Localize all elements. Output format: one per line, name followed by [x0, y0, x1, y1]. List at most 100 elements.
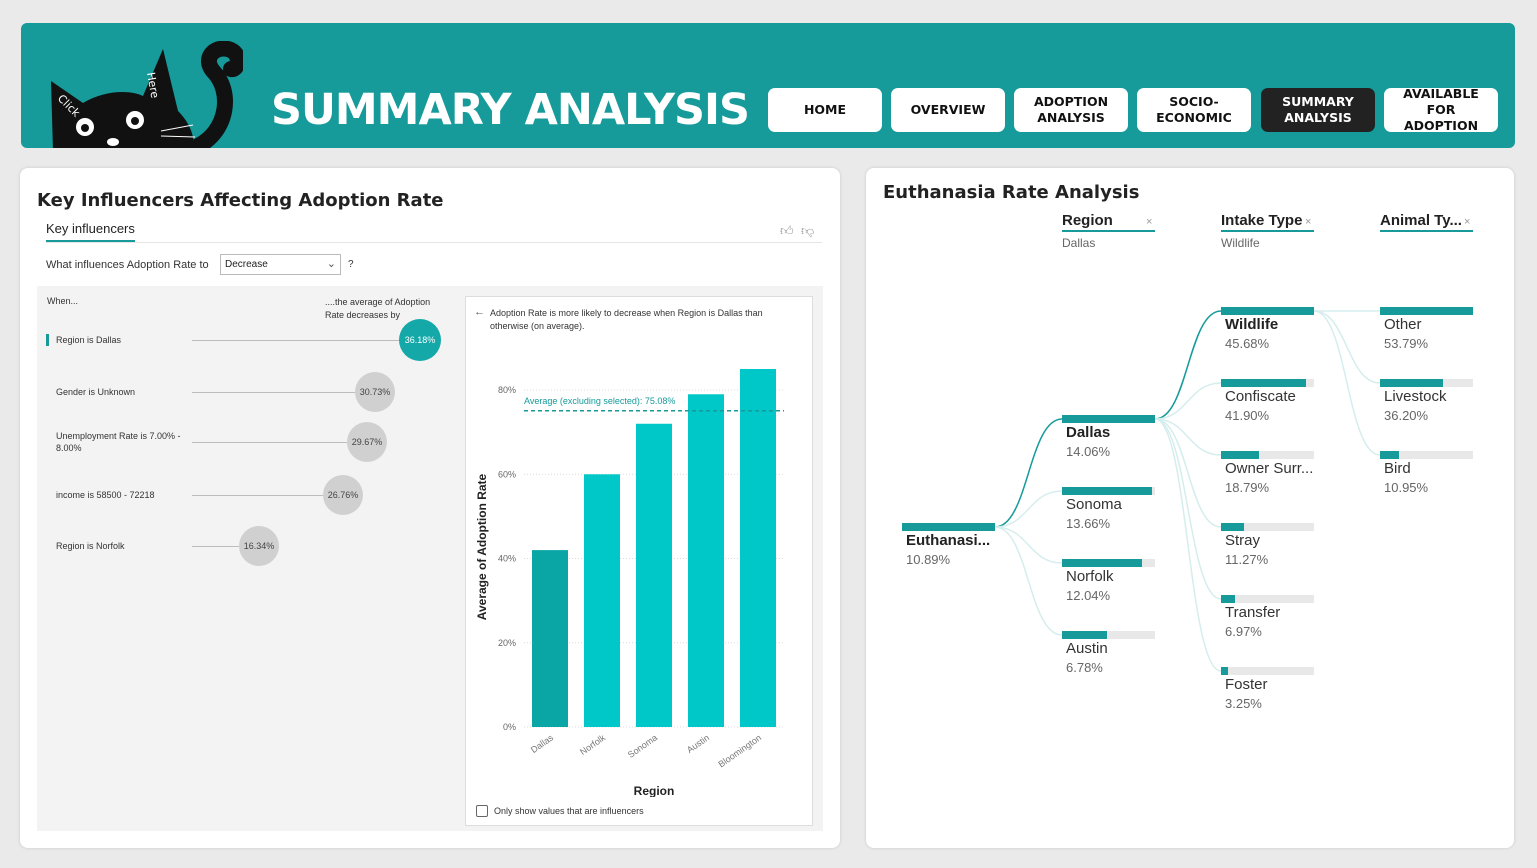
node-bar-fill — [1062, 487, 1153, 495]
node-label: Dallas — [1066, 424, 1111, 441]
node-value: 12.04% — [1066, 588, 1111, 603]
nav-button-overview[interactable]: OVERVIEW — [891, 88, 1005, 132]
cat-logo-icon[interactable]: Click Here — [43, 41, 243, 148]
tree-node[interactable]: Livestock 36.20% — [1380, 379, 1475, 429]
node-bar-fill — [1221, 667, 1228, 675]
node-bar-track — [1380, 307, 1473, 315]
nav-button-available-for-adoption[interactable]: AVAILABLE FOR ADOPTION — [1384, 86, 1498, 133]
influencer-value-bubble[interactable]: 29.67% — [347, 422, 387, 462]
node-bar-track — [1221, 379, 1314, 387]
node-bar-track — [1380, 451, 1473, 459]
influencer-label: Gender is Unknown — [56, 387, 136, 397]
node-bar-track — [1221, 667, 1314, 675]
adoption-rate-bar-chart: 0% 20% 40% 60% 80% Dallas Norfolk Sonoma Austin B… — [475, 369, 784, 797]
nav-button-adoption-analysis[interactable]: ADOPTION ANALYSIS — [1014, 88, 1128, 132]
influencer-connector — [192, 392, 355, 393]
dropdown-value: Decrease — [225, 259, 268, 270]
y-tick-label: 0% — [503, 722, 516, 732]
cat-text-here: Here — [144, 71, 161, 99]
key-influencers-panel: Key Influencers Affecting Adoption Rate … — [20, 168, 840, 848]
tree-connector — [994, 526, 1063, 564]
node-value: 13.66% — [1066, 516, 1111, 531]
average-label: ....the average of Adoption Rate decreas… — [325, 297, 431, 320]
node-label: Owner Surr... — [1225, 460, 1314, 477]
thumbs-down-icon[interactable]: 👎︎ — [801, 223, 815, 238]
node-bar-track — [1062, 631, 1155, 639]
node-value: 3.25% — [1225, 696, 1262, 711]
tree-node[interactable]: Wildlife 45.68% — [1221, 307, 1316, 357]
influencer-connector — [192, 442, 347, 443]
influencer-value-bubble[interactable]: 36.18% — [399, 319, 441, 361]
tree-column-filter: Dallas — [1062, 236, 1096, 250]
tree-connector — [1154, 310, 1222, 420]
tree-connector — [1154, 418, 1222, 456]
node-bar-fill — [1380, 451, 1399, 459]
influencer-value-bubble[interactable]: 16.34% — [239, 526, 279, 566]
node-bar-fill — [1221, 595, 1236, 603]
x-tick-label: Sonoma — [626, 732, 659, 759]
influencer-row[interactable]: Gender is Unknown 30.73% — [37, 372, 457, 420]
close-icon[interactable]: × — [1305, 216, 1312, 228]
euthanasia-panel: Euthanasia Rate Analysis Region × Dallas In… — [866, 168, 1514, 848]
node-value: 6.97% — [1225, 624, 1262, 639]
close-icon[interactable]: × — [1146, 216, 1153, 228]
node-label: Other — [1384, 316, 1422, 333]
tree-node[interactable]: Dallas 14.06% — [1062, 415, 1157, 465]
help-mark[interactable]: ? — [348, 259, 354, 270]
tree-node[interactable]: Foster 3.25% — [1221, 667, 1316, 717]
direction-dropdown[interactable]: Decrease ⌄ — [220, 254, 341, 275]
influencer-row[interactable]: Region is Dallas 36.18% — [37, 319, 457, 368]
tree-column-header[interactable]: Region — [1062, 212, 1155, 232]
influencer-label: Region is Dallas — [46, 334, 176, 346]
close-icon[interactable]: × — [1464, 216, 1471, 228]
tree-node[interactable]: Transfer 6.97% — [1221, 595, 1316, 645]
tree-connector — [1154, 418, 1222, 672]
node-bar-fill — [902, 523, 995, 531]
influencer-label: Unemployment Rate is 7.00% - 8.00% — [56, 431, 181, 453]
bar-norfolk — [584, 474, 620, 727]
influencer-connector — [192, 340, 399, 341]
tree-column-header[interactable]: Intake Type — [1221, 212, 1314, 232]
nav-button-socio-economic[interactable]: SOCIO-ECONOMIC — [1137, 88, 1251, 132]
influencer-value-bubble[interactable]: 26.76% — [323, 475, 363, 515]
thumbs-up-icon[interactable]: 👍︎ — [780, 223, 794, 238]
tree-node[interactable]: Sonoma 13.66% — [1062, 487, 1157, 537]
influencer-row[interactable]: Unemployment Rate is 7.00% - 8.00% 29.67% — [37, 422, 457, 470]
influencer-row[interactable]: income is 58500 - 72218 26.76% — [37, 475, 457, 523]
detail-description: Adoption Rate is more likely to decrease… — [490, 308, 763, 331]
reference-line-label: Average (excluding selected): 75.08% — [524, 396, 675, 406]
x-axis-title: Region — [634, 784, 675, 797]
checkbox-box[interactable] — [476, 805, 488, 817]
tab-key-influencers[interactable]: Key influencers — [46, 221, 135, 242]
node-bar-fill — [1221, 379, 1307, 387]
tree-node[interactable]: Confiscate 41.90% — [1221, 379, 1316, 429]
tree-node[interactable]: Owner Surr... 18.79% — [1221, 451, 1316, 501]
node-bar-track — [1221, 523, 1314, 531]
tree-connector — [994, 490, 1063, 528]
nav-button-summary-analysis[interactable]: SUMMARY ANALYSIS — [1261, 88, 1375, 132]
node-value: 53.79% — [1384, 336, 1429, 351]
tree-connector — [994, 526, 1063, 636]
influencers-only-checkbox[interactable]: Only show values that are influencers — [476, 805, 644, 817]
tree-node[interactable]: Norfolk 12.04% — [1062, 559, 1157, 609]
tree-node[interactable]: Stray 11.27% — [1221, 523, 1316, 573]
node-label: Transfer — [1225, 604, 1281, 621]
node-bar-fill — [1380, 307, 1473, 315]
node-value: 45.68% — [1225, 336, 1270, 351]
node-bar-fill — [1062, 415, 1155, 423]
tree-node[interactable]: Other 53.79% — [1380, 307, 1475, 357]
influencer-value-bubble[interactable]: 30.73% — [355, 372, 395, 412]
node-bar-track — [1221, 307, 1314, 315]
node-label: Foster — [1225, 676, 1268, 693]
node-label: Austin — [1066, 640, 1108, 657]
tree-node[interactable]: Bird 10.95% — [1380, 451, 1475, 501]
node-label: Norfolk — [1066, 568, 1114, 585]
nav-button-home[interactable]: HOME — [768, 88, 882, 132]
tree-column-header[interactable]: Animal Ty... — [1380, 212, 1473, 232]
tree-node[interactable]: Euthanasi... 10.89% — [902, 523, 997, 573]
node-bar-track — [1221, 595, 1314, 603]
back-arrow-icon[interactable]: ← — [474, 306, 485, 318]
node-bar-fill — [1221, 307, 1314, 315]
influencer-row[interactable]: Region is Norfolk 16.34% — [37, 526, 457, 574]
tree-node[interactable]: Austin 6.78% — [1062, 631, 1157, 681]
